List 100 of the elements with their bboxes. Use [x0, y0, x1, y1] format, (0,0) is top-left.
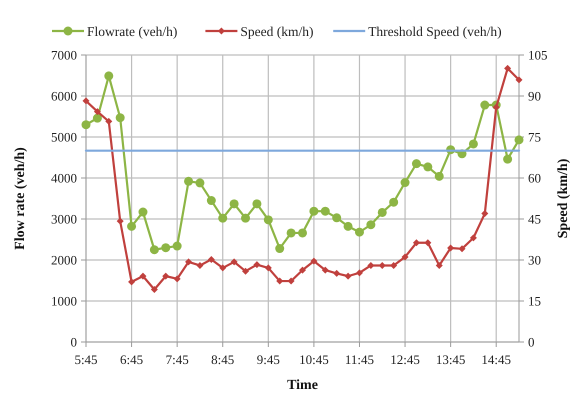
y-axis-title: Flow rate (veh/h)	[13, 146, 28, 250]
point	[206, 196, 216, 206]
point	[389, 198, 398, 207]
point	[174, 275, 181, 282]
point	[208, 256, 215, 263]
point	[196, 262, 204, 269]
legend-label: Threshold Speed (veh/h)	[368, 24, 502, 39]
point	[434, 172, 444, 181]
x-tick-label: 8:45	[211, 352, 234, 367]
y-tick-label: 3000	[51, 212, 77, 227]
point	[286, 228, 296, 238]
x-tick-label: 10:45	[299, 352, 329, 367]
point	[320, 206, 330, 216]
x-tick-label: 11:45	[344, 352, 374, 367]
point	[344, 222, 353, 231]
point	[264, 264, 272, 272]
point	[367, 262, 374, 269]
point	[127, 222, 136, 231]
point	[354, 228, 364, 237]
point	[447, 244, 454, 252]
point	[378, 262, 386, 269]
point	[128, 278, 136, 286]
point	[195, 178, 204, 188]
point	[139, 272, 146, 280]
y2-tick-label: 90	[528, 88, 541, 104]
point	[492, 104, 500, 111]
point	[253, 261, 260, 268]
x-tick-label: 5:45	[74, 352, 98, 367]
y-tick-label: 7000	[51, 48, 77, 63]
point	[218, 214, 228, 223]
point	[412, 159, 421, 168]
y2-tick-label: 0	[528, 334, 534, 350]
y-tick-label: 2000	[51, 252, 77, 268]
point	[514, 135, 524, 144]
point	[378, 208, 387, 217]
point	[82, 97, 90, 104]
y-tick-label: 5000	[51, 130, 77, 145]
y2-tick-label: 105	[528, 48, 548, 63]
point	[92, 114, 102, 123]
legend-label: Speed (km/h)	[240, 24, 314, 39]
legend-label: Flowrate (veh/h)	[87, 24, 178, 39]
point	[458, 245, 466, 252]
point	[94, 108, 101, 116]
point	[504, 64, 512, 72]
point	[424, 239, 432, 246]
point	[298, 228, 307, 238]
point	[252, 199, 262, 208]
y2-tick-label: 15	[528, 294, 541, 309]
point	[276, 278, 284, 285]
y2-tick-label: 60	[528, 170, 541, 186]
point	[503, 154, 512, 164]
point	[104, 71, 114, 80]
y-tick-label: 1000	[51, 294, 77, 309]
point	[333, 270, 340, 277]
x-axis-title: Time	[287, 378, 318, 393]
point	[184, 176, 194, 186]
x-tick-label: 14:45	[481, 352, 512, 367]
point	[468, 139, 478, 148]
y-tick-label: 4000	[51, 170, 77, 186]
y2-axis-title: Speed (km/h)	[556, 158, 571, 238]
point	[185, 258, 192, 266]
point	[161, 243, 170, 252]
point	[423, 162, 432, 172]
point	[288, 278, 295, 285]
point	[356, 269, 363, 276]
point	[264, 215, 273, 224]
point	[480, 100, 490, 110]
point	[230, 199, 239, 208]
point	[116, 218, 124, 225]
y2-tick-label: 45	[528, 212, 541, 227]
point	[230, 258, 238, 266]
point	[332, 213, 342, 222]
point	[470, 234, 477, 242]
point	[105, 118, 112, 125]
point	[402, 253, 409, 260]
point	[412, 239, 420, 246]
point	[400, 178, 410, 188]
y-tick-label: 0	[70, 334, 77, 350]
y-tick-label: 6000	[51, 88, 77, 104]
point	[116, 113, 125, 122]
point	[309, 206, 318, 216]
point	[344, 272, 352, 280]
y2-tick-label: 75	[528, 130, 541, 145]
point	[150, 286, 158, 294]
point	[172, 242, 182, 251]
point	[481, 210, 488, 218]
point	[162, 272, 170, 280]
point	[241, 214, 250, 223]
point	[275, 244, 284, 254]
point	[299, 266, 306, 274]
y2-tick-label: 30	[528, 252, 541, 268]
point	[150, 245, 159, 254]
point	[366, 220, 376, 230]
x-tick-label: 13:45	[436, 352, 466, 367]
point	[516, 76, 522, 84]
point	[82, 120, 90, 130]
point	[242, 268, 250, 275]
x-tick-label: 6:45	[120, 352, 144, 367]
point	[219, 264, 226, 272]
x-tick-label: 12:45	[390, 352, 420, 367]
